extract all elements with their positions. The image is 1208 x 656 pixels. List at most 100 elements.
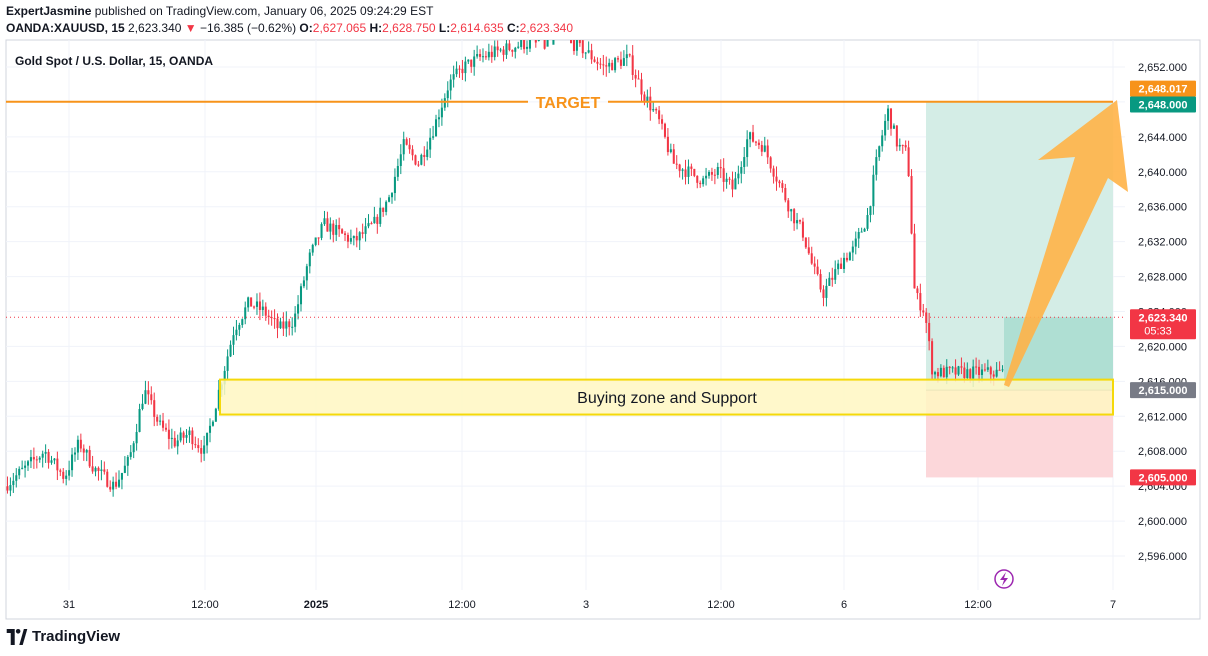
candle-body [65,475,68,479]
time-axis[interactable]: 31 12:00 2025 12:00 3 12:00 6 12:00 7 [63,599,1116,611]
candle-body [763,145,766,152]
open-label: O: [299,21,313,35]
candle-body [197,445,200,449]
candle-body [191,430,194,445]
candle-body [696,175,699,183]
candle-body [746,139,749,158]
candle-body [170,437,173,439]
candle-body [432,136,435,138]
candle-body [889,108,893,129]
candle-body [687,166,690,177]
author-name[interactable]: ExpertJasmine [6,4,92,18]
candle-body [270,317,273,319]
candle-body [156,416,159,422]
candle-body [423,154,426,158]
candle-body [643,94,646,102]
candle-body [672,149,675,164]
lightning-icon[interactable] [994,569,1014,589]
candle-body [79,439,82,449]
candle-body [414,155,417,165]
price-tick-label: 2,644.000 [1138,132,1187,144]
time-tick-label: 12:00 [191,599,219,611]
tradingview-brand: TradingView [32,628,121,645]
time-tick-label: 6 [841,599,847,611]
candle-body [420,154,423,165]
candle-body [370,223,373,225]
candle-body [341,229,344,234]
candle-body [587,50,590,53]
candle-body [338,225,341,230]
candle-body [707,172,711,176]
candle-body [881,135,884,147]
candle-body [781,183,784,188]
candle-body [819,274,822,290]
candle-body [842,257,846,269]
candle-body [719,167,722,169]
candle-body [743,157,746,168]
candle-body [323,218,326,225]
candle-body [766,145,769,158]
candle-body [132,443,135,453]
candle-body [484,56,487,58]
candle-body [954,367,957,375]
candle-body [713,174,716,176]
candle-body [593,59,596,62]
candle-body [164,427,168,430]
candle-body [508,43,511,50]
candle-body [232,335,235,345]
candle-body [652,109,655,111]
candle-body [939,367,942,377]
price-change: −16.385 (−0.62%) [200,21,297,35]
candle-body [622,58,625,66]
candle-body [966,369,969,379]
price-tick-label: 2,632.000 [1138,237,1187,249]
candle-body [241,319,244,325]
candle-body [393,176,396,194]
candle-body [963,367,966,379]
candle-body [91,466,94,472]
candle-body [408,144,411,150]
candle-body [716,167,719,175]
candle-body [666,136,669,153]
entry-price-badge-bg [1130,382,1196,399]
candle-body [455,68,458,75]
candle-body [346,234,349,242]
candle-body [434,119,438,137]
candle-body [185,434,188,438]
candle-body [147,390,150,395]
candle-body [162,420,165,428]
candle-body [857,232,860,239]
candle-body [1001,369,1004,371]
candle-body [476,54,479,57]
candle-body [663,123,667,137]
candle-body [775,176,778,182]
candle-body [44,451,47,454]
candle-body [314,237,317,245]
candle-body [693,168,696,176]
candle-body [141,403,144,410]
candle-body [396,165,399,177]
candle-body [388,197,391,202]
candle-body [38,457,41,460]
buying-zone[interactable] [219,378,1114,416]
buying-zone-label: Buying zone and Support [577,390,757,407]
candle-body [631,55,634,75]
candle-body [699,182,702,185]
candle-body [523,40,526,50]
candle-body [840,263,843,269]
symbol-label[interactable]: OANDA:XAUUSD, 15 [6,21,125,35]
tradingview-logo-icon [6,628,28,645]
candle-body [449,79,452,91]
price-tick-label: 2,636.000 [1138,202,1187,214]
candle-body [710,172,713,175]
projection-arrow[interactable] [1004,100,1128,387]
candle-body [311,244,314,253]
candle-body [126,456,129,466]
candle-body [437,117,440,120]
candle-body [511,49,514,52]
candle-body [757,142,760,146]
candle-body [302,280,305,287]
candle-body [473,56,476,67]
low-value: 2,614.635 [450,21,504,35]
